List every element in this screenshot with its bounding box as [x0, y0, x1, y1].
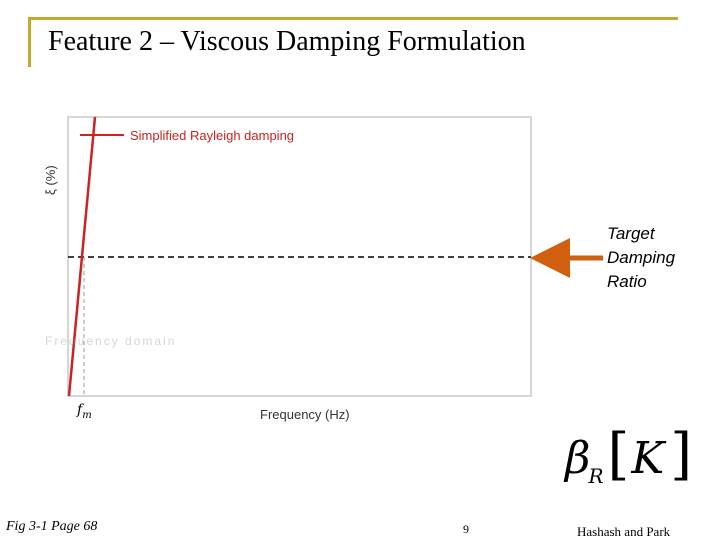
fm-label-sub: m [82, 410, 91, 421]
formula-left-bracket: [ [607, 422, 630, 487]
callout-line-3: Ratio [607, 272, 647, 291]
x-axis-label: Frequency (Hz) [260, 407, 350, 422]
title-frame-top [28, 17, 678, 20]
authors: Hashash and Park [577, 524, 671, 539]
slide-title: Feature 2 – Viscous Damping Formulation [48, 26, 526, 57]
fm-label: fm [76, 402, 92, 421]
callout-line-1: Target [607, 224, 655, 243]
stiffness-formula: βR[K] [565, 422, 693, 488]
formula-subscript: R [588, 464, 604, 488]
page-number: 9 [463, 522, 469, 536]
formula-right-bracket: ] [670, 422, 693, 487]
faint-label: Frequency domain [45, 334, 176, 348]
fm-label-f: f [76, 402, 85, 418]
target-damping-callout: Target Damping Ratio [607, 222, 707, 294]
callout-line-2: Damping [607, 248, 676, 267]
legend-label: Simplified Rayleigh damping [130, 128, 294, 143]
formula-beta: β [565, 433, 591, 484]
y-axis-label: ξ (%) [43, 165, 58, 195]
title-frame-left [28, 17, 31, 67]
formula-matrix: K [631, 433, 665, 484]
rayleigh-damping-line [67, 116, 97, 397]
figure-caption: Fig 3-1 Page 68 [6, 519, 98, 534]
